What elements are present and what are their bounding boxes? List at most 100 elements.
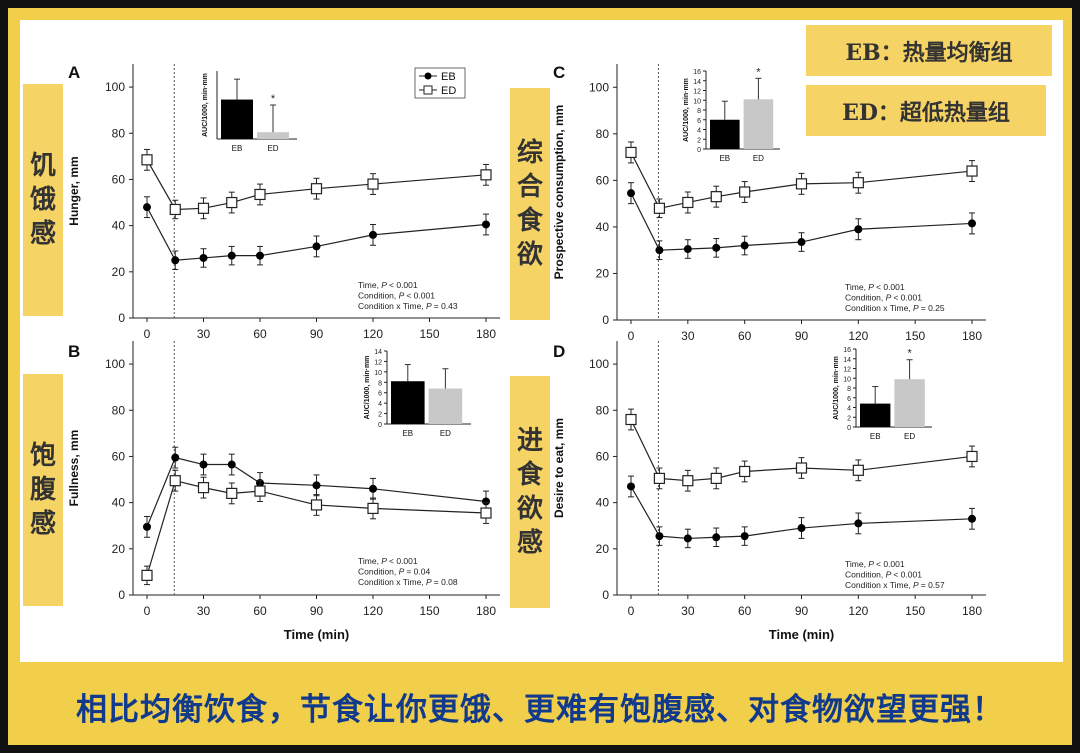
panel-c-ed-point <box>682 196 694 209</box>
panel-c-inset-tick-label: 6 <box>697 118 701 125</box>
panel-d-y-tick-label: 100 <box>589 357 609 371</box>
panel-a-eb-point <box>312 242 321 251</box>
panel-c-ed-point <box>625 146 637 159</box>
panel-a-eb-point <box>227 251 236 260</box>
panel-a-x-tick-label: 150 <box>419 327 439 341</box>
panel-d-ed-point <box>653 472 666 484</box>
panel-b-inset-tick-label: 4 <box>378 401 382 408</box>
panel-b-eb-point <box>482 497 490 506</box>
panel-c-y-tick-label: 20 <box>596 266 610 280</box>
panel-b-inset-tick-label: 2 <box>378 412 382 419</box>
panel-b-y-tick-label: 0 <box>118 588 125 602</box>
panel-d-inset-tick-label: 8 <box>847 386 851 393</box>
panel-d-inset-bar-eb <box>860 403 891 427</box>
panel-b-x-tick-label: 30 <box>197 604 211 618</box>
panel-c-x-tick-label: 30 <box>681 329 695 343</box>
panel-d-inset-tick-label: 12 <box>843 367 851 374</box>
panel-a-inset-bar-eb <box>221 99 253 139</box>
panel-a-eb-point <box>256 251 264 260</box>
panel-a-x-tick-label: 30 <box>197 327 211 341</box>
panel-a-inset-bar-ed <box>257 132 289 139</box>
panel-d-y-tick-label: 20 <box>596 542 610 556</box>
banner-text: 相比均衡饮食，节食让你更饿、更难有饱腹感、对食物欲望更强！ <box>76 692 1004 728</box>
panel-b-inset-tick-label: 14 <box>374 349 382 356</box>
panel-a-legend-ed-label: ED <box>441 85 456 97</box>
panel-a-inset-y-label: AUC/1000, min·mm <box>202 73 209 137</box>
panel-d-inset-tick-label: 2 <box>847 415 851 422</box>
panel-d-y-tick-label: 40 <box>596 496 610 510</box>
panel-b-y-tick-label: 100 <box>105 357 125 371</box>
panel-a-letter: A <box>68 63 80 82</box>
panel-c-eb-line <box>630 192 973 251</box>
panel-d-ed-point <box>795 462 808 474</box>
panel-d-stat-line: Time, P < 0.001 <box>845 559 905 569</box>
panel-a-inset-star: * <box>271 93 276 105</box>
panel-a-inset-cat-label: ED <box>267 144 278 153</box>
panel-c-y-tick-label: 0 <box>602 313 609 327</box>
panel-c-x-tick-label: 0 <box>628 329 635 343</box>
side-label-appetite: 综合食欲 <box>510 88 550 320</box>
panel-d-y-label: Desire to eat, mm <box>552 418 566 518</box>
panel-a-legend-eb-marker <box>424 72 432 80</box>
panel-a-eb-point <box>482 220 490 229</box>
panel-d-inset-tick-label: 4 <box>847 406 851 413</box>
panel-d-y-tick-label: 60 <box>596 449 610 463</box>
panel-c-ed-point <box>966 165 978 177</box>
legend-box-eb: EB：热量均衡组 <box>806 25 1052 76</box>
panel-d-eb-point <box>854 519 863 528</box>
panel-b-ed-point <box>310 499 323 511</box>
panel-b-x-tick-label: 90 <box>310 604 324 618</box>
panel-c-eb-point <box>797 238 806 247</box>
panel-c-eb-point <box>712 243 721 252</box>
panel-d-ed-point <box>682 475 694 487</box>
side-label-desire: 进食欲感 <box>510 376 550 608</box>
panel-d-ed-point <box>710 472 722 484</box>
panel-a-y-label: Hunger, mm <box>67 156 81 225</box>
panel-a-x-tick-label: 90 <box>310 327 324 341</box>
panel-b-inset-cat-label: EB <box>402 429 413 438</box>
panel-a-x-tick-label: 0 <box>144 327 151 341</box>
panel-b-ed-point <box>197 482 210 494</box>
panel-b-stat-line: Condition, P = 0.04 <box>358 567 431 577</box>
panel-c-eb-point <box>627 189 635 198</box>
panel-c-eb-point <box>968 219 976 228</box>
panel-b-inset-tick-label: 8 <box>378 380 382 387</box>
panel-d-stat-line: Condition x Time, P = 0.57 <box>845 580 945 590</box>
panel-d-x-tick-label: 60 <box>738 604 752 618</box>
panel-c-eb-point <box>854 225 863 234</box>
panel-d-inset-tick-label: 6 <box>847 396 851 403</box>
panel-c-y-tick-label: 40 <box>596 220 610 234</box>
panel-d-eb-point <box>655 532 664 541</box>
panel-d-inset-tick-label: 0 <box>847 425 851 432</box>
panel-d-eb-point <box>740 532 749 541</box>
panel-d-stat-line: Condition, P < 0.001 <box>845 570 922 580</box>
panel-c-y-tick-label: 100 <box>589 80 609 94</box>
panel-d-ed-point <box>739 465 751 478</box>
panel-b-eb-point <box>171 453 180 462</box>
panel-c-inset-tick-label: 2 <box>697 137 701 144</box>
panel-b-letter: B <box>68 342 80 361</box>
panel-d-inset-y-label: AUC/1000, min·mm <box>833 356 840 420</box>
panel-c-inset-bar-eb <box>710 119 740 149</box>
panel-c-eb-point <box>655 246 664 255</box>
panel-a-ed-point <box>367 178 379 190</box>
panel-b-y-tick-label: 80 <box>112 403 126 417</box>
panel-b-inset-bar-ed <box>428 388 463 424</box>
panel-a-y-tick-label: 80 <box>112 126 126 140</box>
panel-c-inset-tick-label: 14 <box>693 79 701 86</box>
panel-d-letter: D <box>553 342 565 361</box>
panel-a-ed-point <box>197 202 210 214</box>
panel-a-eb-point <box>171 256 180 265</box>
panel-d-inset-cat-label: ED <box>904 432 915 441</box>
side-label-fullness: 饱腹感 <box>23 374 63 606</box>
panel-c-eb-point <box>683 245 692 254</box>
panel-b-x-tick-label: 120 <box>363 604 383 618</box>
panel-c-y-tick-label: 60 <box>596 173 610 187</box>
panel-d-inset-star: * <box>907 348 912 360</box>
panel-c-x-tick-label: 60 <box>738 329 752 343</box>
panel-c-x-tick-label: 120 <box>848 329 868 343</box>
panel-a-x-tick-label: 120 <box>363 327 383 341</box>
panel-a-y-tick-label: 100 <box>105 80 125 94</box>
panel-a-stat-line: Condition, P < 0.001 <box>358 291 435 301</box>
panel-b-ed-point <box>254 485 266 497</box>
